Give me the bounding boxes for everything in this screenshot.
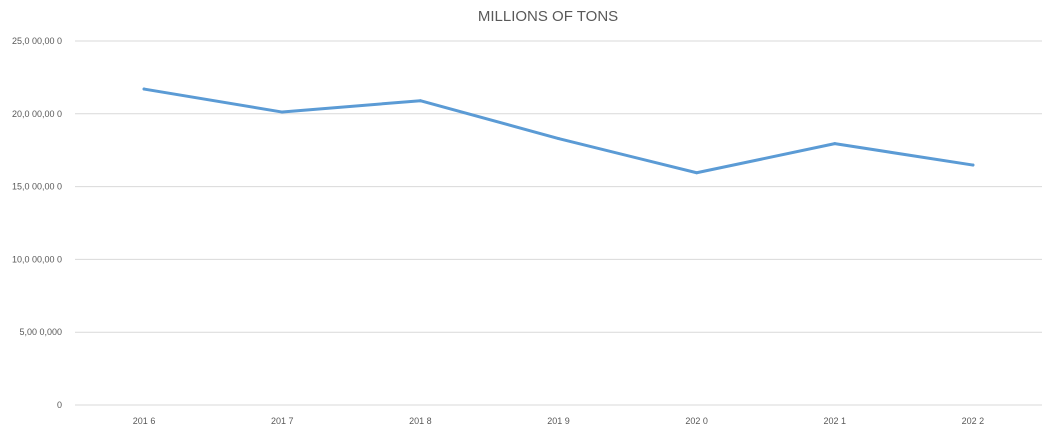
x-tick-label: 202 2 [962,416,985,426]
x-tick-label: 202 1 [824,416,847,426]
data-point [971,163,975,167]
series-lines [142,87,975,175]
x-tick-label: 201 7 [271,416,294,426]
y-tick-label: 5,00 0,000 [19,327,62,337]
chart-title: MILLIONS OF TONS [478,8,618,25]
data-point [695,171,699,175]
y-tick-label: 10,0 00,00 0 [12,254,62,264]
series-line [142,87,975,175]
data-point [280,110,284,114]
y-tick-label: 15,0 00,00 0 [12,182,62,192]
x-tick-label: 201 9 [547,416,570,426]
x-tick-label: 202 0 [685,416,708,426]
y-tick-label: 20,0 00,00 0 [12,109,62,119]
x-tick-label: 201 8 [409,416,432,426]
y-axis-tick-labels: 0 5,00 0,000 10,0 00,00 0 15,0 00,00 0 20,0 … [12,36,62,410]
x-axis-tick-labels: 201 6 201 7 201 8 201 9 202 0 202 1 202 2 [133,416,984,426]
data-point [418,99,422,103]
data-point [142,87,146,91]
data-point [833,142,837,146]
gridlines [75,40,1042,406]
y-tick-label: 25,0 00,00 0 [12,36,62,46]
data-point [557,137,560,141]
y-tick-label: 0 [57,400,62,410]
x-tick-label: 201 6 [133,416,156,426]
